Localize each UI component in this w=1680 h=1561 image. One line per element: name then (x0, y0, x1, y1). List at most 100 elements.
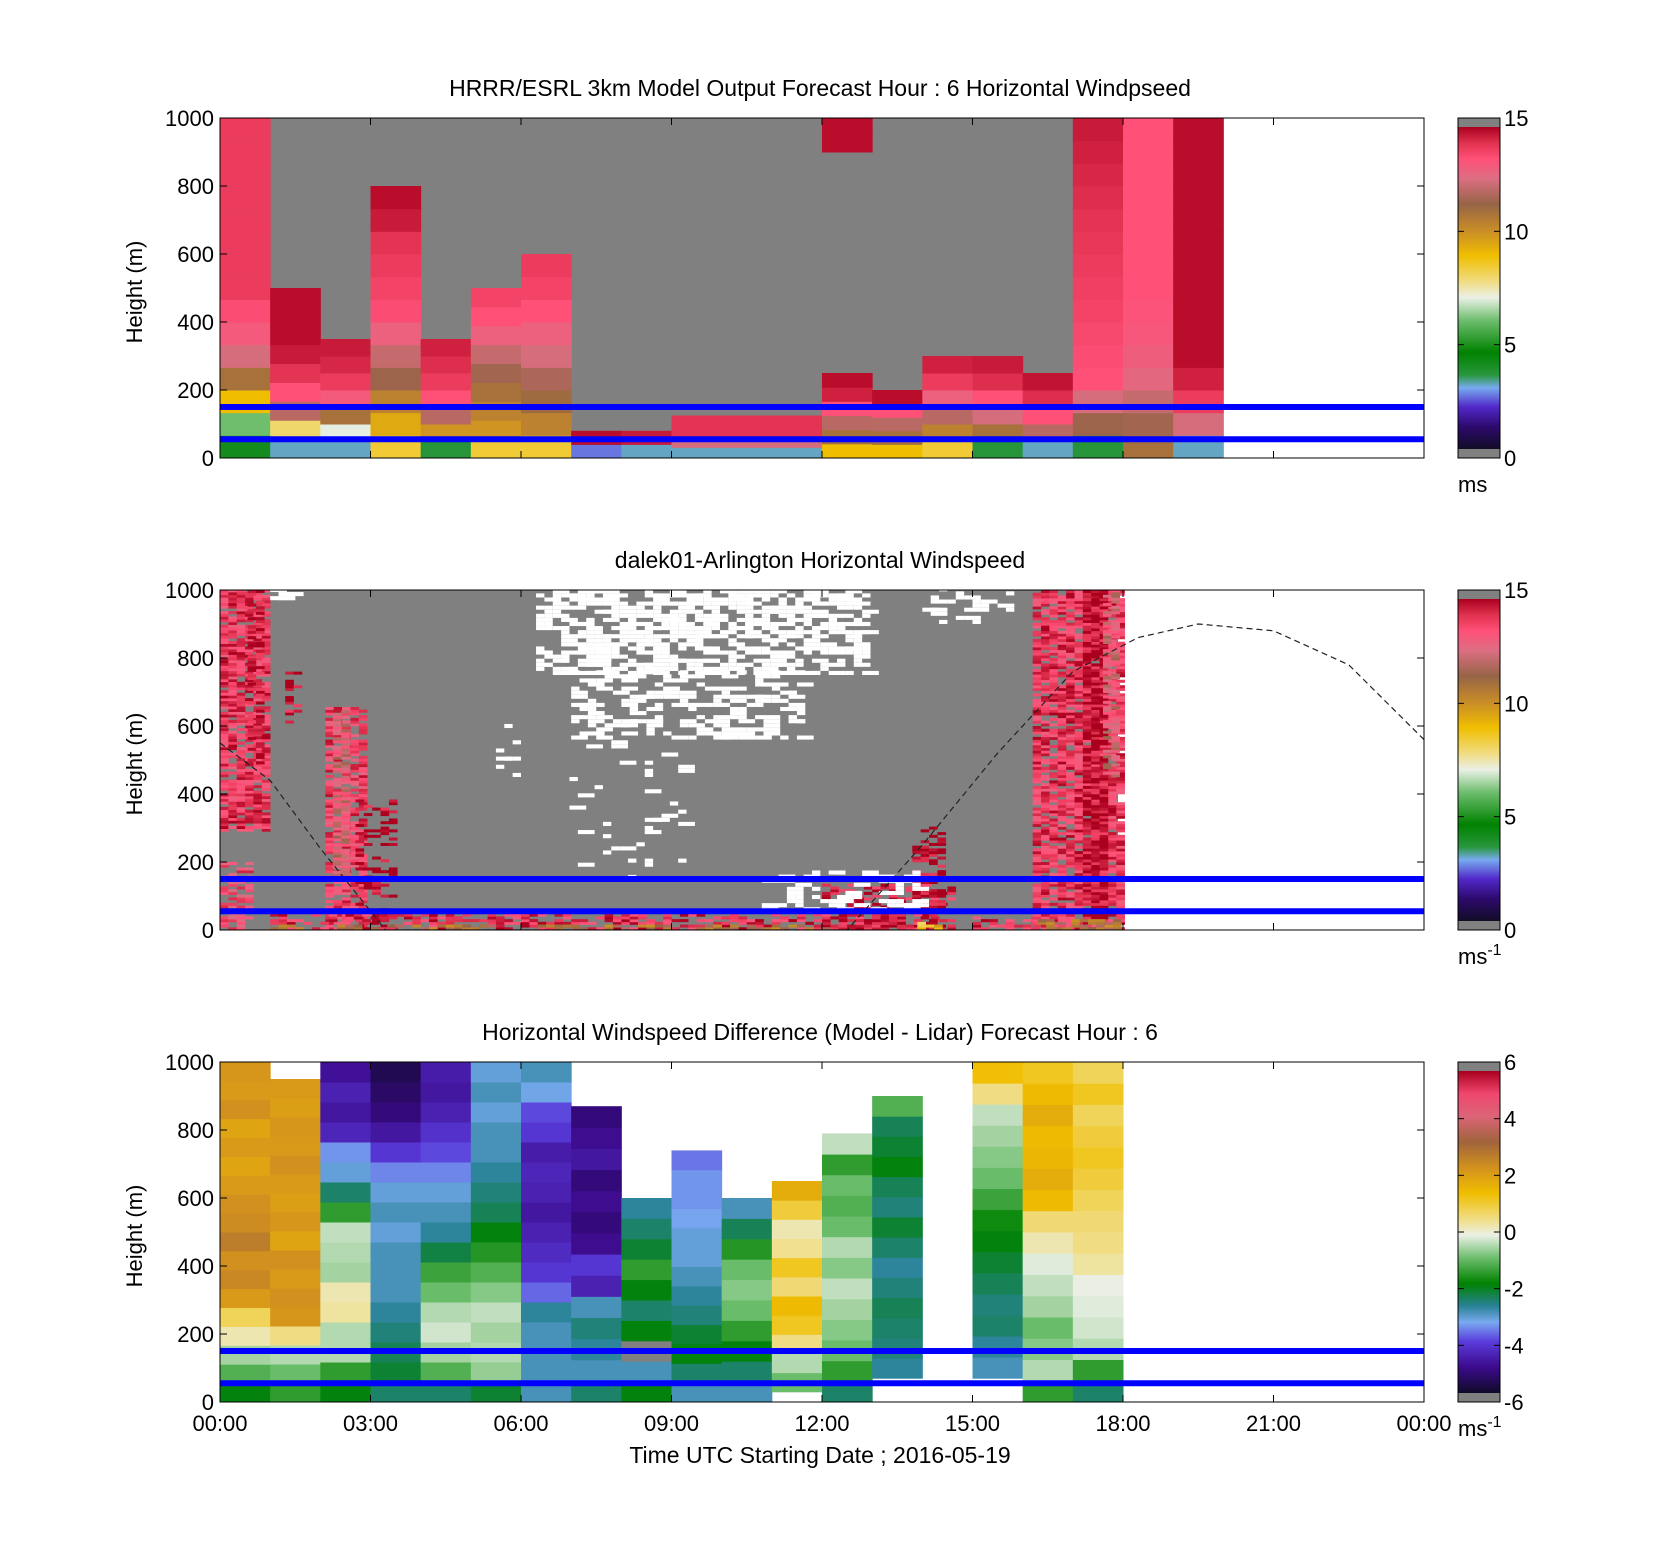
panel-model-cell (671, 415, 723, 427)
panel-lidar-missing-cell (771, 694, 781, 699)
panel-lidar-cell (228, 725, 238, 729)
panel-lidar-missing-cell (755, 702, 764, 707)
panel-lidar-cell (332, 800, 342, 804)
panel-lidar-cell (1116, 891, 1125, 895)
panel-lidar-cell (325, 807, 335, 811)
panel-lidar-cell (228, 798, 238, 802)
panel-lidar-cell (355, 889, 365, 893)
panel-diff-ytick-label: 0 (202, 1390, 214, 1415)
panel-lidar-cell (1066, 764, 1075, 768)
panel-lidar-missing-cell (845, 593, 854, 598)
panel-lidar-missing-cell (571, 735, 588, 740)
panel-model-cell (822, 415, 873, 431)
panel-lidar-cell (1037, 921, 1047, 925)
panel-lidar-cell (1091, 614, 1100, 618)
panel-lidar-cell (1082, 883, 1092, 887)
panel-lidar-cell (1116, 813, 1125, 817)
panel-model-colorbar-frame (1457, 117, 1501, 459)
panel-lidar-cell (1116, 619, 1125, 623)
panel-lidar-cell (332, 865, 342, 869)
panel-lidar-cell (730, 927, 739, 930)
panel-lidar-missing-cell (745, 601, 762, 606)
panel-lidar-missing-cell (628, 858, 637, 863)
panel-lidar-cell (325, 848, 335, 852)
panel-lidar-cell (1031, 927, 1040, 930)
panel-lidar-cell (1107, 859, 1117, 863)
panel-lidar-cell (325, 883, 335, 887)
panel-lidar-cell (253, 790, 263, 794)
panel-lidar-cell (822, 924, 831, 928)
panel-lidar-cell (1032, 853, 1042, 857)
panel-lidar-cell (253, 592, 263, 596)
panel-lidar-cell (1041, 638, 1050, 642)
panel-lidar-cell (1041, 641, 1050, 645)
panel-lidar-cell (341, 762, 350, 766)
panel-diff-cell (972, 1125, 1024, 1147)
panel-diff-colorbar-tick-label: 4 (1504, 1107, 1516, 1132)
panel-lidar-cell (972, 916, 982, 920)
panel-lidar-missing-cell (845, 597, 863, 602)
panel-lidar-cell (796, 913, 806, 917)
panel-lidar-missing-cell (552, 597, 562, 602)
panel-lidar-cell (1116, 658, 1125, 662)
panel-lidar-cell (261, 796, 271, 800)
panel-lidar-cell (1032, 774, 1042, 778)
panel-lidar-cell (1091, 600, 1100, 604)
panel-model-cell (220, 412, 271, 436)
panel-lidar-cell (350, 810, 360, 814)
panel-lidar-cell (255, 693, 265, 697)
panel-lidar-cell (796, 919, 806, 923)
panel-lidar-cell (1099, 715, 1109, 719)
panel-lidar-missing-cell (753, 617, 771, 622)
panel-lidar-cell (1082, 823, 1092, 827)
panel-lidar-cell (1049, 881, 1059, 885)
panel-model-cell (270, 363, 321, 383)
panel-lidar-cell (332, 849, 342, 853)
panel-lidar-missing-cell (930, 599, 948, 604)
panel-lidar-cell (1074, 592, 1084, 596)
panel-lidar-missing-cell (678, 809, 687, 814)
panel-lidar-cell (345, 927, 355, 930)
panel-lidar-cell (1032, 862, 1042, 866)
panel-lidar-cell (1116, 758, 1125, 762)
panel-lidar-cell (1032, 603, 1042, 607)
panel-lidar-missing-cell (728, 590, 737, 594)
panel-lidar-missing-cell (621, 702, 639, 707)
panel-lidar-cell (1096, 919, 1105, 923)
panel-model-cell (1173, 344, 1224, 368)
panel-lidar-missing-cell (602, 590, 620, 594)
panel-lidar-missing-cell (596, 735, 613, 740)
panel-lidar-cell (1107, 633, 1117, 637)
panel-lidar-cell (1116, 668, 1125, 672)
panel-lidar-cell (1049, 916, 1059, 920)
panel-lidar-cell (1049, 832, 1059, 836)
panel-lidar-cell (245, 744, 254, 748)
panel-lidar-cell (220, 714, 229, 718)
panel-lidar-missing-cell (653, 593, 670, 598)
panel-lidar-missing-cell (686, 605, 695, 610)
panel-diff-cell (571, 1190, 622, 1213)
panel-lidar-missing-cell (820, 899, 829, 904)
panel-lidar-cell (1041, 783, 1050, 787)
panel-lidar-cell (1107, 826, 1117, 830)
panel-lidar-cell (562, 921, 572, 925)
panel-lidar-missing-cell (730, 694, 747, 699)
panel-lidar-cell (596, 916, 605, 920)
panel-lidar-missing-cell (602, 850, 612, 855)
panel-model-cell (521, 344, 572, 368)
panel-lidar-cell (1091, 704, 1100, 708)
panel-lidar-cell (1116, 728, 1125, 732)
panel-lidar-cell (220, 766, 229, 770)
panel-lidar-cell (755, 927, 764, 930)
panel-lidar-cell (1111, 590, 1120, 593)
panel-lidar-cell (253, 736, 263, 740)
panel-lidar-cell (1074, 603, 1084, 607)
panel-lidar-cell (880, 886, 890, 890)
panel-lidar-cell (370, 921, 380, 925)
panel-lidar-cell (278, 913, 288, 917)
panel-lidar-cell (1049, 609, 1059, 613)
panel-lidar-cell (1091, 625, 1100, 629)
panel-lidar-cell (253, 774, 263, 778)
panel-lidar-cell (880, 913, 890, 917)
panel-lidar-cell (1049, 652, 1059, 656)
